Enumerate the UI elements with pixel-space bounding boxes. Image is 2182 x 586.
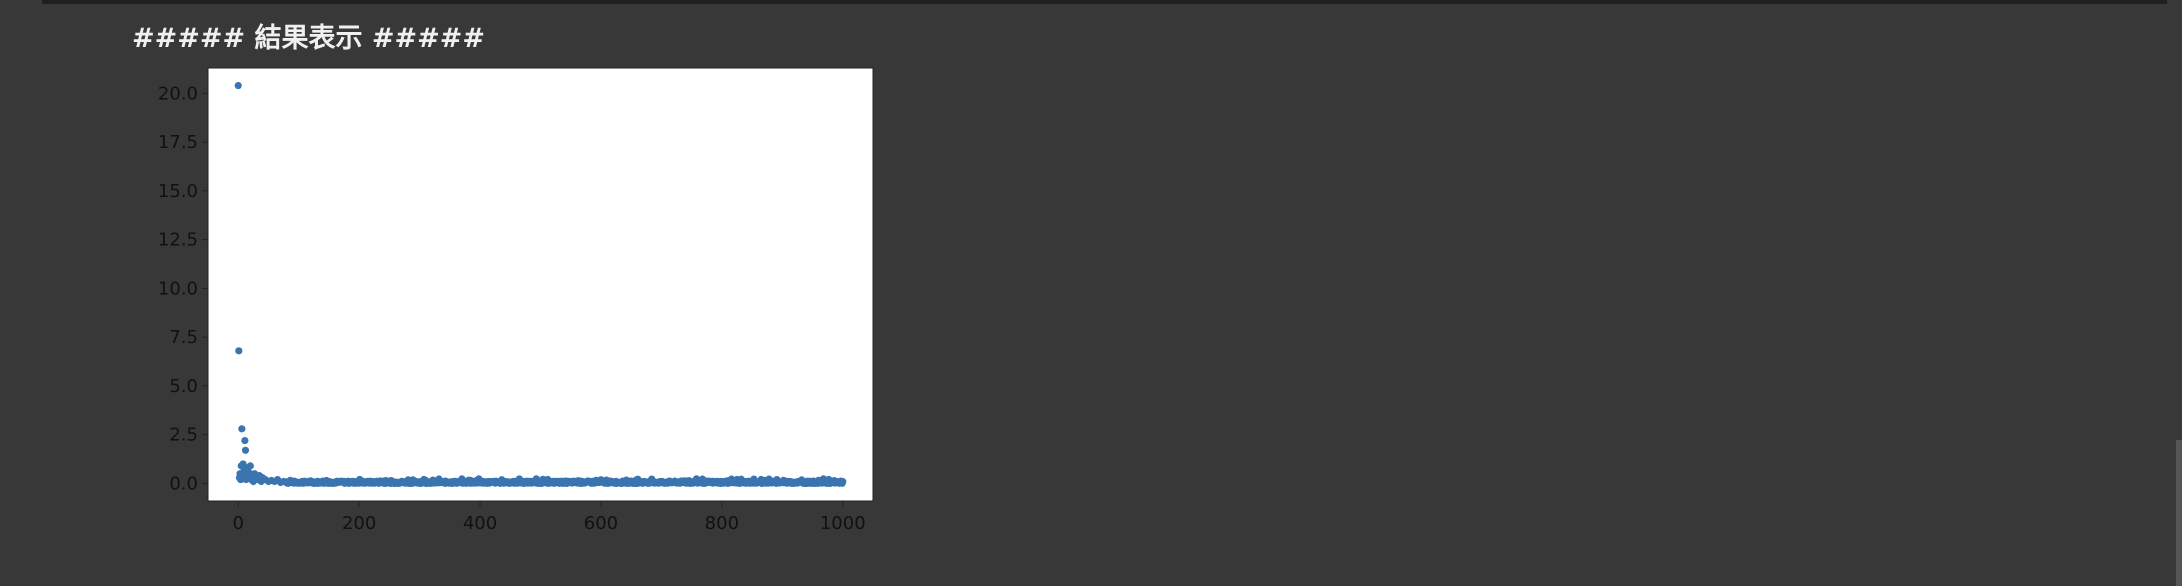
y-tick-label: 5.0 <box>169 376 198 397</box>
output-header-text: ##### 結果表示 ##### <box>132 23 486 54</box>
y-tick-label: 2.5 <box>169 425 198 446</box>
x-tick-label: 200 <box>342 513 376 534</box>
vertical-scrollbar[interactable] <box>2176 0 2182 586</box>
plot-area <box>207 67 874 502</box>
cell-top-border <box>42 0 2167 4</box>
scatter-point <box>235 347 243 355</box>
y-tick-label: 15.0 <box>158 181 198 202</box>
y-tick-label: 0.0 <box>169 473 198 494</box>
y-tick-label: 17.5 <box>158 132 198 153</box>
x-tick-label: 400 <box>463 513 497 534</box>
x-tick-label: 600 <box>584 513 618 534</box>
scrollbar-thumb[interactable] <box>2176 440 2182 586</box>
scatter-point <box>241 446 250 454</box>
y-tick-label: 7.5 <box>169 327 198 348</box>
scatter-point <box>238 425 246 433</box>
scatter-point <box>234 81 242 90</box>
y-tick-label: 10.0 <box>158 278 198 299</box>
y-tick-label: 12.5 <box>158 230 198 251</box>
x-axis-ticks: 0 200 400 600 800 1000 <box>233 501 866 534</box>
scatter-point <box>246 462 254 470</box>
scatter-point <box>241 436 249 445</box>
x-tick-label: 0 <box>233 513 244 534</box>
scatter-point <box>839 478 847 486</box>
x-tick-label: 1000 <box>820 513 866 534</box>
y-axis-ticks: 0.0 2.5 5.0 7.5 10.0 12.5 15.0 17.5 20.0 <box>158 83 208 494</box>
x-tick-label: 800 <box>705 513 739 534</box>
y-tick-label: 20.0 <box>158 83 198 104</box>
scatter-points <box>234 81 847 488</box>
